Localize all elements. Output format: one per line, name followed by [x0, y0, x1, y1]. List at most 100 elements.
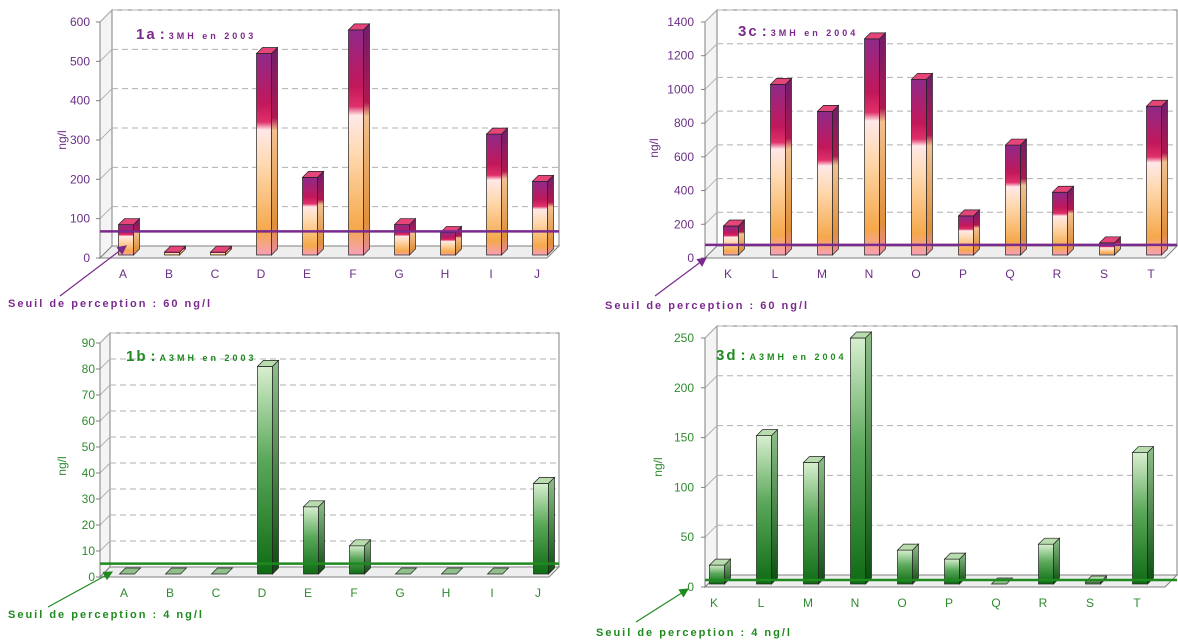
panel-title: 3d: A3MH en 2004 [716, 347, 847, 364]
bar-top [1131, 446, 1155, 453]
bar-front [302, 177, 318, 256]
bar-side [771, 428, 778, 585]
bar-front [349, 545, 365, 575]
y-tick-label: 60 [82, 414, 96, 428]
x-tick-label: A [120, 586, 128, 600]
gridline-side [99, 540, 111, 552]
y-tick-label: 70 [82, 388, 96, 402]
bar-side [1161, 99, 1168, 256]
bar-M [816, 104, 840, 256]
bar-H [440, 567, 464, 575]
bar-side [1020, 138, 1027, 256]
bar-front [1132, 452, 1148, 585]
bar-top [531, 174, 555, 182]
y-tick-label: 200 [70, 172, 90, 186]
bar-front [394, 224, 410, 256]
x-tick-label: B [165, 267, 173, 281]
threshold-label: Seuil de perception : 60 ng/l [605, 300, 809, 312]
x-tick-label: J [535, 586, 541, 600]
bar-side [879, 32, 886, 256]
bar-R [1051, 185, 1075, 256]
bar-top [755, 429, 779, 436]
bar-top [708, 558, 732, 566]
panel-subtitle: A3MH en 2003 [160, 353, 257, 363]
threshold-arrow [59, 245, 127, 297]
bar-top [393, 218, 417, 225]
plot-area [716, 9, 1178, 247]
panel-number: 3d [716, 347, 738, 364]
x-tick-label: R [1053, 267, 1062, 281]
panel-sep: : [762, 23, 767, 40]
y-tick-label: 100 [70, 212, 90, 226]
bar-side [912, 543, 919, 585]
bar-side [271, 46, 278, 256]
bar-C [210, 567, 234, 575]
gridline-side [704, 524, 718, 538]
y-tick-label: 80 [82, 362, 96, 376]
bar-top [256, 360, 280, 367]
threshold-arrow [47, 571, 114, 608]
bar-top [863, 32, 887, 40]
bar-top [802, 456, 826, 463]
y-tick-label: 400 [674, 184, 694, 198]
x-tick-label: G [394, 267, 403, 281]
bar-top [348, 539, 372, 547]
x-tick-label: N [865, 267, 874, 281]
y-tick-label: 250 [674, 331, 694, 345]
y-tick-label: 30 [82, 492, 96, 506]
gridline-side [99, 384, 111, 396]
gridline-side [704, 144, 718, 158]
gridline-side [704, 178, 718, 191]
y-tick-label: 600 [70, 15, 90, 29]
bar-front [864, 38, 880, 256]
bar-C [209, 245, 233, 256]
bar-front [210, 251, 226, 256]
x-tick-label: H [441, 267, 450, 281]
bar-G [394, 567, 418, 575]
bar-front [533, 483, 549, 575]
bar-Q [1004, 138, 1028, 256]
bar-front [1146, 105, 1162, 256]
y-tick-label: 40 [82, 466, 96, 480]
x-tick-label: T [1147, 267, 1155, 281]
x-tick-label: Q [1005, 267, 1014, 281]
bar-top [532, 477, 556, 484]
chart-1a: 0 100 200 300 400 500 600 ng/l A B C D E F G H I J 1a:3MH … [8, 8, 561, 310]
bar-B [164, 567, 188, 575]
bar-P [957, 209, 981, 256]
y-axis-label: ng/l [647, 138, 661, 157]
x-tick-label: R [1039, 596, 1048, 610]
x-tick-label: P [945, 596, 953, 610]
bar-top [1004, 138, 1028, 146]
bar-side [363, 23, 370, 256]
bar-front [911, 78, 927, 256]
x-tick-label: S [1100, 267, 1108, 281]
threshold-label: Seuil de perception : 4 ng/l [596, 627, 792, 639]
bar-front [817, 110, 833, 256]
y-tick-label: 1200 [667, 49, 694, 63]
y-axis-label: ng/l [651, 457, 665, 476]
bar-I [485, 127, 509, 256]
x-tick-label: Q [991, 596, 1000, 610]
x-tick-label: H [442, 586, 451, 600]
x-tick-label: J [534, 267, 540, 281]
bar-top [210, 567, 234, 575]
gridline-side [704, 475, 718, 488]
panel-subtitle: 3MH en 2003 [169, 31, 257, 41]
bar-side [548, 476, 555, 575]
bar-front [850, 337, 866, 585]
bar-top [910, 72, 934, 80]
bar-R [1037, 537, 1061, 585]
bar-top [943, 552, 967, 560]
side-wall [704, 324, 718, 589]
threshold-arrow [635, 588, 690, 623]
bar-front [723, 225, 739, 256]
x-tick-label: K [710, 596, 718, 610]
gridline-side [99, 358, 111, 370]
gridline-side [99, 410, 111, 422]
panel-subtitle: 3MH en 2004 [771, 28, 859, 38]
gridline-side [704, 211, 718, 225]
threshold-label: Seuil de perception : 60 ng/l [8, 298, 212, 310]
bar-top [485, 127, 509, 135]
